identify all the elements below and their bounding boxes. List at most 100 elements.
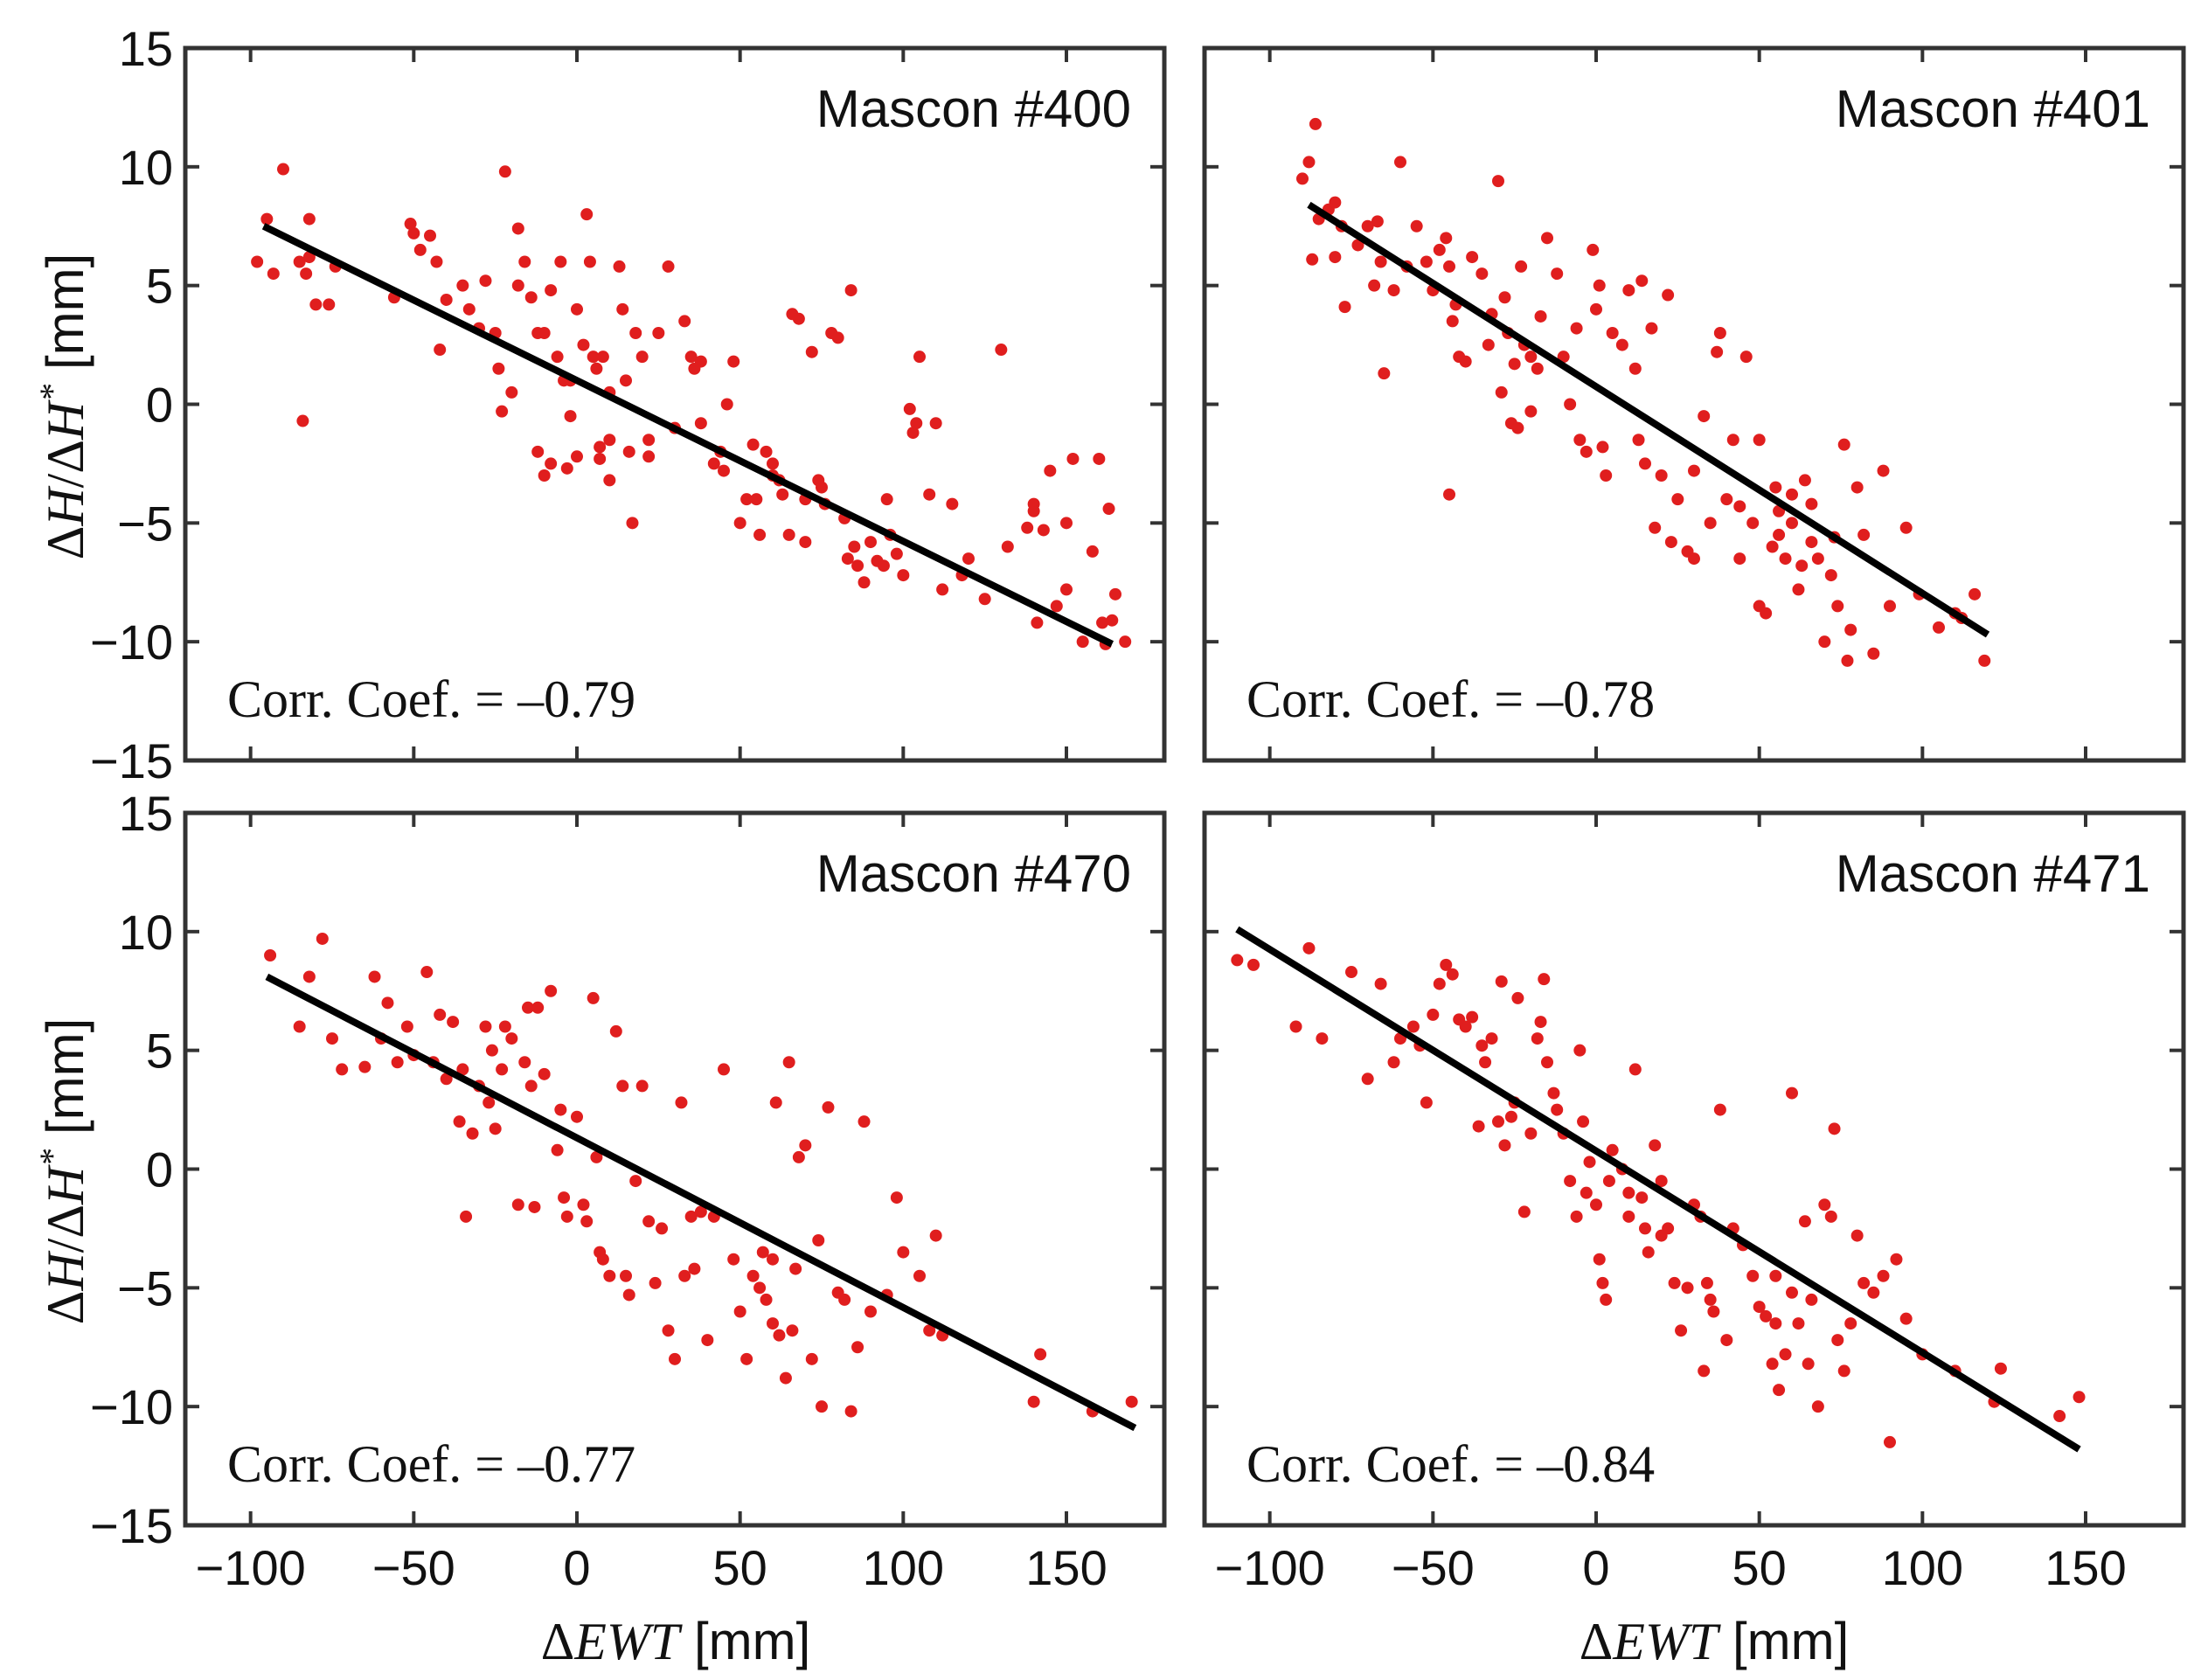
data-point — [962, 552, 975, 565]
data-point — [1851, 482, 1864, 494]
data-point — [531, 1002, 544, 1014]
data-point — [1622, 284, 1635, 296]
data-point — [1818, 635, 1830, 648]
data-point — [610, 1025, 622, 1038]
data-point — [793, 1151, 805, 1163]
data-point — [558, 1191, 570, 1204]
data-point — [1541, 1056, 1553, 1068]
figure: −15−10−5051015Mascon #400Corr. Coef. = –… — [0, 0, 2208, 1680]
data-point — [1394, 156, 1406, 168]
data-point — [1635, 1191, 1648, 1204]
data-point — [747, 1270, 760, 1282]
data-point — [1375, 256, 1387, 268]
data-point — [636, 351, 649, 363]
data-point — [434, 1009, 446, 1021]
data-point — [336, 1063, 348, 1075]
data-point — [603, 434, 615, 446]
data-point — [525, 1080, 538, 1092]
data-point — [734, 1306, 746, 1318]
data-point — [1590, 303, 1602, 316]
data-point — [1727, 434, 1739, 446]
y-axis-label-top: ΔH/ΔH* [mm] — [32, 253, 94, 560]
data-point — [323, 298, 335, 310]
data-point — [401, 1021, 413, 1033]
data-point — [260, 213, 273, 226]
data-point — [757, 1246, 769, 1259]
data-point — [789, 1263, 802, 1275]
data-point — [1805, 1294, 1817, 1306]
data-point — [1720, 493, 1732, 505]
data-point — [1805, 498, 1817, 510]
data-point — [454, 1115, 466, 1128]
data-point — [1066, 453, 1079, 465]
fit-line — [1309, 205, 1988, 635]
data-point — [1551, 1104, 1563, 1116]
data-point — [1388, 284, 1400, 296]
data-point — [1799, 474, 1811, 486]
data-point — [1705, 517, 1717, 529]
data-point — [1524, 1128, 1537, 1140]
y-tick-label: 0 — [146, 1142, 173, 1198]
y-tick-label: 15 — [119, 786, 173, 841]
data-point — [1119, 635, 1131, 648]
data-point — [1675, 1324, 1687, 1336]
data-point — [663, 1324, 675, 1336]
data-point — [1639, 457, 1651, 469]
data-point — [1900, 522, 1913, 534]
data-point — [930, 1230, 942, 1242]
data-point — [842, 552, 854, 565]
data-point — [1995, 1363, 2007, 1375]
data-point — [590, 363, 602, 375]
data-point — [545, 284, 557, 296]
data-point — [1028, 505, 1040, 517]
fit-line — [1237, 929, 2079, 1449]
data-point — [1688, 465, 1700, 477]
data-point — [1535, 310, 1547, 323]
data-point — [695, 356, 707, 368]
data-point — [760, 1294, 773, 1306]
fit-line — [267, 976, 1135, 1427]
data-point — [1733, 552, 1746, 565]
data-point — [420, 966, 433, 978]
data-point — [1705, 1294, 1717, 1306]
corr-coef-annotation: Corr. Coef. = –0.79 — [227, 670, 635, 728]
data-point — [483, 1096, 495, 1108]
data-point — [1551, 267, 1563, 280]
data-point — [636, 1080, 649, 1092]
data-point — [848, 541, 860, 553]
data-point — [678, 1270, 691, 1282]
data-point — [538, 327, 551, 339]
data-point — [1345, 966, 1357, 978]
data-point — [1486, 1032, 1498, 1045]
data-point — [2073, 1391, 2086, 1403]
data-point — [1596, 1277, 1608, 1289]
data-point — [1524, 351, 1537, 363]
data-point — [463, 303, 476, 316]
data-point — [1698, 410, 1710, 422]
data-point — [946, 498, 958, 510]
data-point — [1492, 175, 1504, 187]
data-point — [806, 346, 818, 358]
data-point — [1792, 583, 1804, 595]
data-point — [1103, 503, 1115, 515]
data-point — [1733, 500, 1746, 512]
panel-mascon-401: Mascon #401Corr. Coef. = –0.78 — [1205, 48, 2184, 760]
y-tick-label: 10 — [119, 905, 173, 960]
x-tick-label: −100 — [196, 1540, 306, 1595]
data-point — [851, 559, 864, 572]
data-point — [512, 280, 524, 292]
data-point — [793, 313, 805, 325]
data-point — [441, 294, 453, 306]
data-point — [518, 1056, 531, 1068]
data-point — [773, 1329, 785, 1342]
data-point — [812, 1234, 824, 1246]
data-point — [1564, 399, 1576, 411]
data-point — [1051, 600, 1063, 612]
data-point — [1371, 215, 1384, 227]
data-point — [832, 331, 844, 344]
data-point — [1720, 1334, 1732, 1346]
data-point — [1594, 280, 1606, 292]
data-point — [1603, 1175, 1615, 1187]
data-point — [1031, 616, 1043, 628]
data-point — [407, 227, 420, 240]
